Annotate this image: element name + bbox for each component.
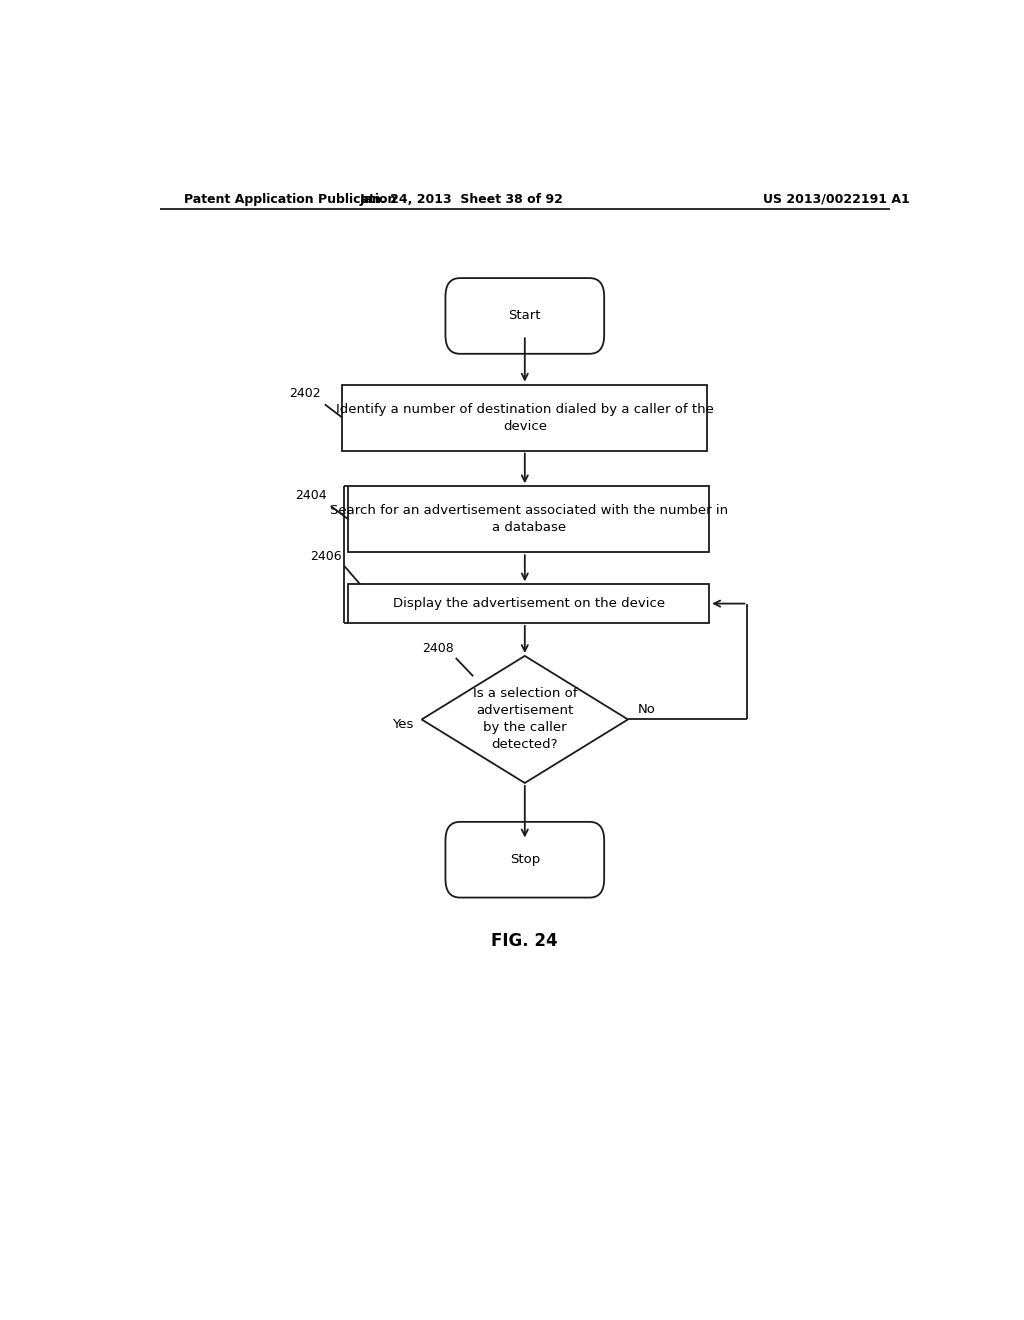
- Bar: [348, 585, 710, 623]
- Text: Is a selection of
advertisement
by the caller
detected?: Is a selection of advertisement by the c…: [472, 688, 578, 751]
- Text: Stop: Stop: [510, 853, 540, 866]
- Text: 2404: 2404: [295, 488, 327, 502]
- FancyBboxPatch shape: [445, 279, 604, 354]
- Text: Display the advertisement on the device: Display the advertisement on the device: [393, 597, 665, 610]
- Text: 2408: 2408: [422, 642, 454, 655]
- Text: Yes: Yes: [392, 718, 414, 731]
- Text: Patent Application Publication: Patent Application Publication: [183, 193, 396, 206]
- Text: Search for an advertisement associated with the number in
a database: Search for an advertisement associated w…: [330, 504, 728, 535]
- Bar: [342, 384, 708, 450]
- Text: US 2013/0022191 A1: US 2013/0022191 A1: [763, 193, 909, 206]
- Text: Start: Start: [509, 309, 541, 322]
- Text: Identify a number of destination dialed by a caller of the
device: Identify a number of destination dialed …: [336, 403, 714, 433]
- Text: Jan. 24, 2013  Sheet 38 of 92: Jan. 24, 2013 Sheet 38 of 92: [359, 193, 563, 206]
- FancyBboxPatch shape: [445, 822, 604, 898]
- Polygon shape: [422, 656, 628, 783]
- Text: FIG. 24: FIG. 24: [492, 932, 558, 950]
- Text: 2406: 2406: [310, 550, 342, 562]
- Text: No: No: [638, 702, 655, 715]
- Text: 2402: 2402: [289, 387, 321, 400]
- Bar: [348, 486, 710, 552]
